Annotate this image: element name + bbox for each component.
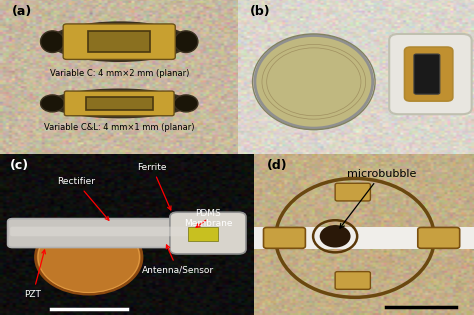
- FancyBboxPatch shape: [404, 47, 453, 101]
- Text: Rectifier: Rectifier: [57, 177, 109, 220]
- FancyBboxPatch shape: [335, 272, 370, 289]
- FancyBboxPatch shape: [335, 183, 370, 201]
- Text: Variable C: 4 mm×2 mm (planar): Variable C: 4 mm×2 mm (planar): [49, 69, 189, 78]
- FancyBboxPatch shape: [188, 227, 218, 241]
- Ellipse shape: [50, 89, 188, 117]
- Ellipse shape: [174, 31, 198, 53]
- FancyBboxPatch shape: [63, 24, 175, 60]
- Bar: [243, 227, 474, 249]
- FancyBboxPatch shape: [389, 34, 472, 114]
- FancyBboxPatch shape: [264, 227, 305, 248]
- Text: PDMS
Membrane: PDMS Membrane: [184, 209, 232, 228]
- FancyBboxPatch shape: [88, 31, 150, 53]
- Ellipse shape: [174, 95, 198, 112]
- Text: (b): (b): [250, 5, 271, 18]
- FancyBboxPatch shape: [86, 97, 153, 110]
- Text: Variable C&L: 4 mm×1 mm (planar): Variable C&L: 4 mm×1 mm (planar): [44, 123, 194, 133]
- FancyBboxPatch shape: [418, 227, 460, 248]
- Ellipse shape: [41, 31, 64, 53]
- Text: (d): (d): [267, 159, 287, 172]
- Text: (a): (a): [12, 5, 32, 18]
- Ellipse shape: [319, 225, 351, 248]
- Text: Ferrite: Ferrite: [137, 163, 171, 210]
- Ellipse shape: [36, 220, 142, 294]
- Ellipse shape: [50, 22, 188, 61]
- Text: PZT: PZT: [25, 250, 46, 299]
- FancyBboxPatch shape: [8, 219, 195, 248]
- FancyBboxPatch shape: [10, 227, 193, 236]
- Ellipse shape: [41, 95, 64, 112]
- Text: (c): (c): [10, 159, 29, 172]
- FancyBboxPatch shape: [64, 91, 174, 116]
- Text: Antenna/Sensor: Antenna/Sensor: [141, 245, 214, 274]
- Ellipse shape: [255, 36, 373, 128]
- Text: microbubble: microbubble: [340, 169, 416, 228]
- FancyBboxPatch shape: [414, 54, 440, 94]
- FancyBboxPatch shape: [170, 212, 246, 254]
